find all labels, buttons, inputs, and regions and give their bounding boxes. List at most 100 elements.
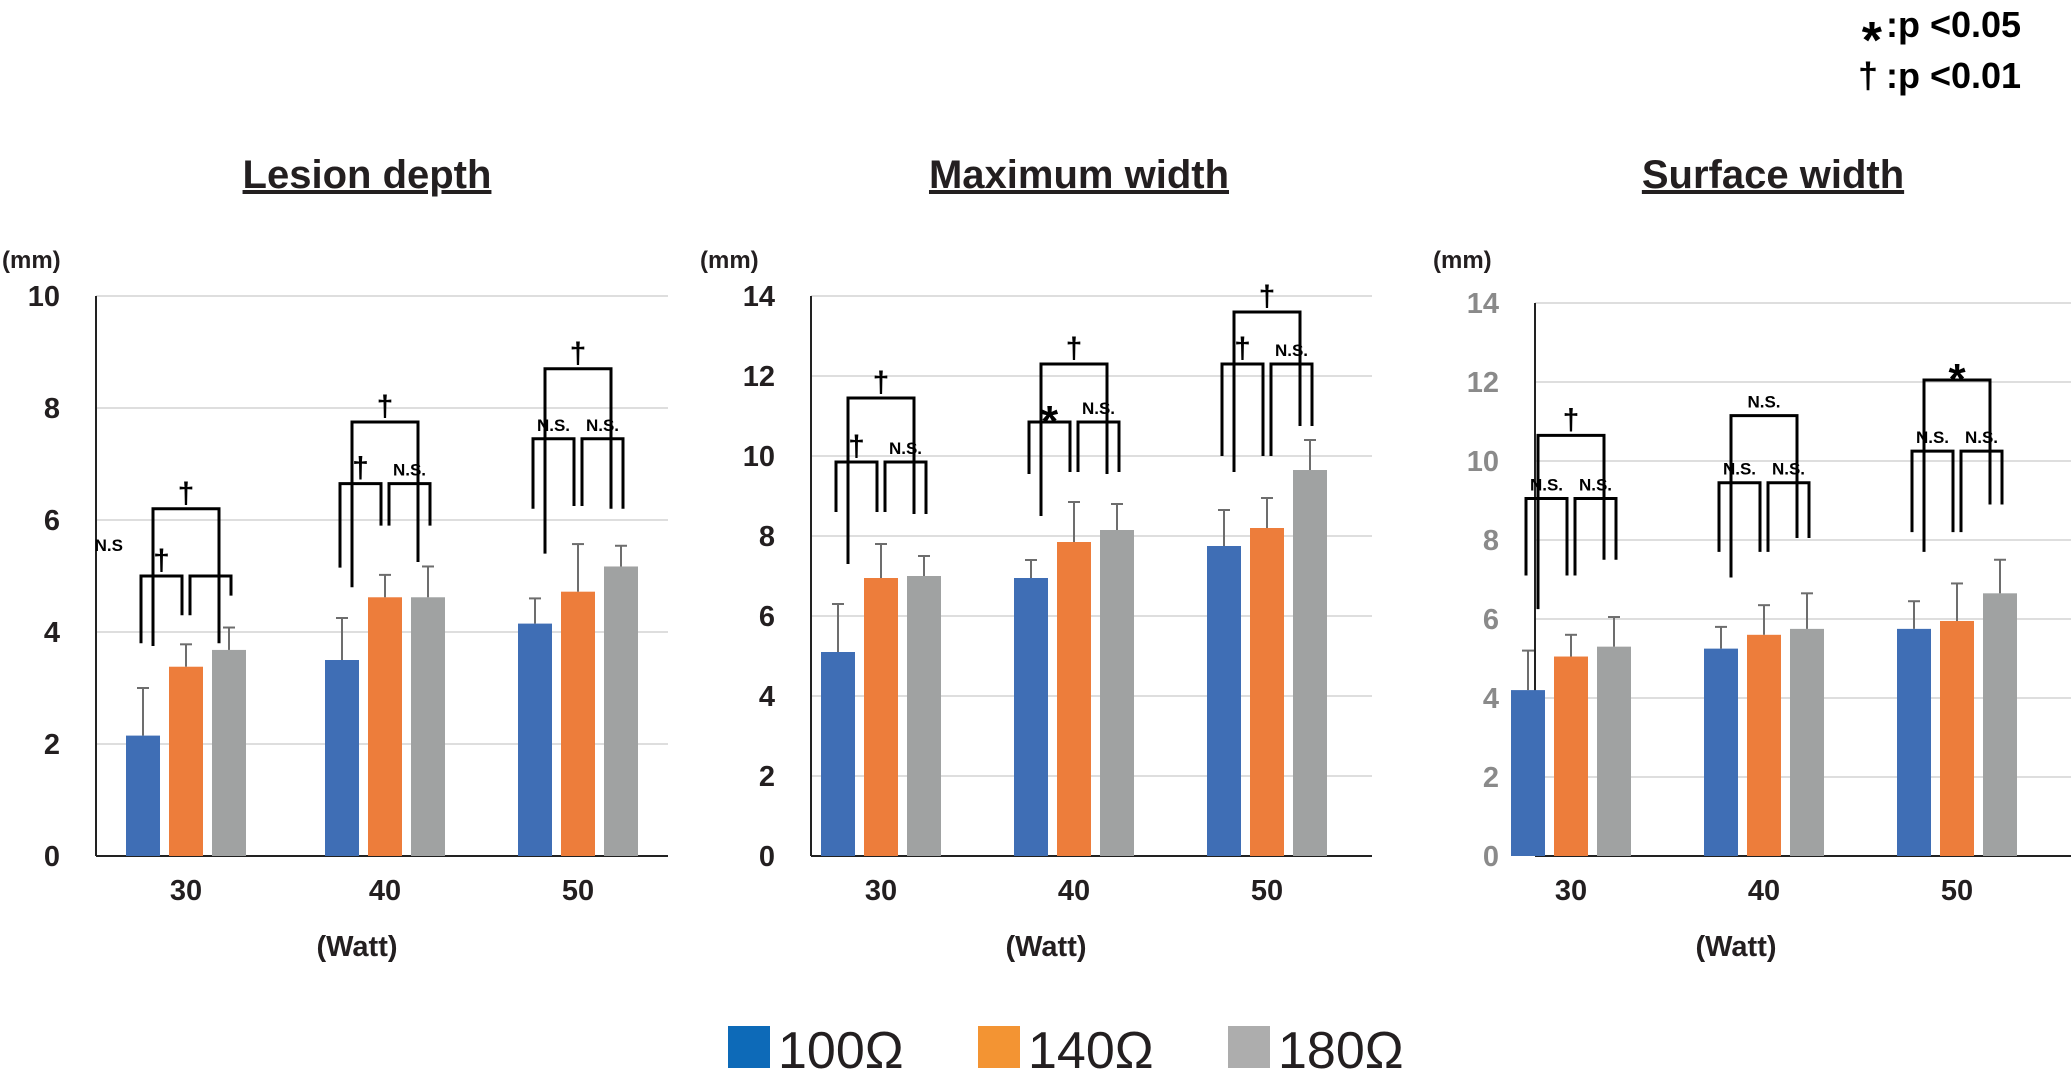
significance-bracket (1717, 481, 1762, 552)
significance-bracket (580, 437, 625, 509)
significance-label: † (377, 390, 394, 423)
x-tick-label: 50 (1251, 875, 1283, 907)
bar (411, 597, 445, 856)
significance-label: N.S. (586, 416, 619, 435)
significance-label: † (178, 477, 195, 510)
bar (126, 735, 160, 856)
significance-bracket (1524, 497, 1569, 576)
x-axis-label: (Watt) (1695, 931, 1776, 963)
key-text-p001: :p <0.01 (1886, 55, 2021, 96)
significance-bracket (1573, 497, 1618, 576)
significance-label: † (1066, 332, 1083, 365)
bar (1983, 593, 2017, 856)
significance-bracket (543, 367, 613, 554)
bar (325, 660, 359, 856)
bar (907, 576, 941, 856)
y-tick-label: 12 (1467, 367, 1499, 399)
y-tick-label: 14 (743, 281, 775, 313)
legend: 100Ω 140Ω 180Ω (728, 1022, 1404, 1071)
significance-label: N.S. (1579, 476, 1612, 495)
y-tick-label: 10 (743, 441, 775, 473)
significance-label: N.S. (1275, 341, 1308, 360)
bar (1790, 628, 1824, 856)
y-tick-label: 12 (743, 361, 775, 393)
bar (1057, 542, 1091, 856)
significance-bracket (1220, 362, 1265, 456)
significance-bracket (1910, 449, 1955, 533)
significance-bracket (139, 574, 184, 644)
significance-label: † (570, 337, 587, 370)
y-unit-label: (mm) (2, 247, 61, 274)
significance-bracket (1039, 362, 1109, 516)
y-tick-label: 6 (44, 505, 60, 537)
significance-bracket (834, 460, 879, 512)
significance-bracket (1027, 420, 1072, 474)
x-tick-label: 30 (865, 875, 897, 907)
y-tick-label: 8 (1483, 525, 1499, 557)
bar (1293, 470, 1327, 856)
significance-label: N.S. (1723, 460, 1756, 479)
y-tick-label: 0 (1483, 841, 1499, 873)
bar (561, 591, 595, 856)
y-tick-label: 6 (759, 601, 775, 633)
significance-label: † (1259, 280, 1276, 313)
significance-bracket (1076, 420, 1121, 472)
significance-label: † (153, 544, 170, 577)
significance-label: † (352, 452, 369, 485)
bar (368, 597, 402, 856)
significance-label: N.S. (1916, 428, 1949, 447)
chart-title: Lesion depth (243, 153, 492, 197)
significance-bracket (338, 482, 383, 568)
y-tick-label: 0 (44, 841, 60, 873)
bar (169, 666, 203, 856)
bar (1100, 530, 1134, 856)
bar (1940, 620, 1974, 856)
x-tick-label: 40 (1058, 875, 1090, 907)
significance-label: † (1234, 332, 1251, 365)
significance-label: N.S. (1965, 428, 1998, 447)
y-tick-label: 0 (759, 841, 775, 873)
key-symbol-dagger: † (1858, 55, 1878, 96)
significance-bracket (1922, 378, 1992, 552)
significance-bracket (1766, 481, 1811, 552)
significance-bracket (531, 437, 576, 509)
y-tick-label: 2 (1483, 762, 1499, 794)
chart-title: Maximum width (929, 153, 1229, 197)
x-tick-label: 30 (1555, 875, 1587, 907)
y-tick-label: 6 (1483, 604, 1499, 636)
significance-label: * (1948, 355, 1966, 404)
significance-label: N.S. (1530, 476, 1563, 495)
significance-bracket (350, 420, 420, 588)
y-tick-label: 2 (759, 761, 775, 793)
bar (821, 652, 855, 856)
bar (1207, 546, 1241, 856)
x-tick-label: 50 (562, 875, 594, 907)
significance-label: * (1041, 397, 1059, 446)
legend-label-180: 180Ω (1278, 1022, 1404, 1071)
bar (212, 649, 246, 856)
y-tick-label: 2 (44, 729, 60, 761)
chart-title: Surface width (1642, 153, 1904, 197)
legend-swatch-180 (1228, 1026, 1270, 1068)
key-symbol-asterisk: * (1862, 12, 1883, 70)
significance-label: N.S. (537, 416, 570, 435)
significance-label: N.S. (1747, 393, 1780, 412)
significance-label: † (873, 366, 890, 399)
y-unit-label: (mm) (700, 247, 759, 274)
x-axis-label: (Watt) (1005, 931, 1086, 963)
legend-swatch-100 (728, 1026, 770, 1068)
significance-bracket (1729, 414, 1799, 578)
significance-bracket (387, 482, 432, 526)
bar (1597, 646, 1631, 856)
bar (518, 623, 552, 856)
significance-label: N.S. (1082, 399, 1115, 418)
significance-label: N.S. (393, 461, 426, 480)
significance-label: † (1563, 403, 1580, 436)
key-text-p005: :p <0.05 (1886, 4, 2021, 45)
bar (864, 578, 898, 856)
legend-swatch-140 (978, 1026, 1020, 1068)
x-tick-label: 30 (170, 875, 202, 907)
y-unit-label: (mm) (1433, 247, 1492, 274)
